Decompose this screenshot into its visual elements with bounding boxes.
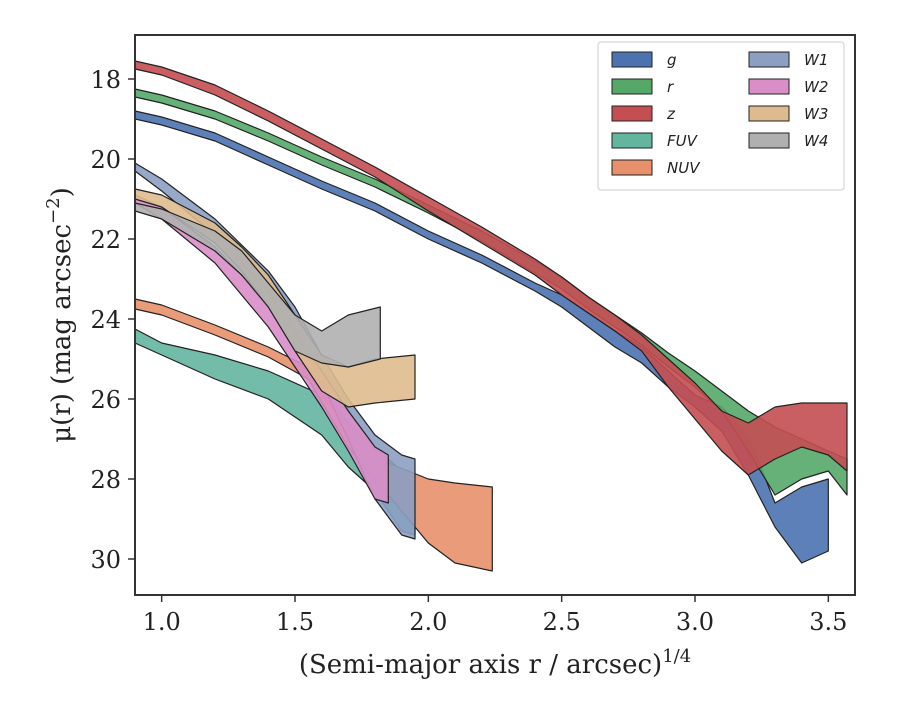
x-tick-label: 1.5 <box>276 608 314 636</box>
y-axis-label-main: μ(r) (mag arcsec <box>47 224 77 443</box>
legend-item-w3: W3 <box>748 105 828 123</box>
y-axis: 18 20 22 24 26 28 30 <box>90 66 135 574</box>
x-tick-label: 1.0 <box>143 608 181 636</box>
legend-swatch <box>611 159 653 176</box>
legend-swatch <box>748 132 790 149</box>
legend-label: g <box>667 51 677 69</box>
y-tick-label: 20 <box>90 146 121 174</box>
legend-label: W2 <box>804 78 828 96</box>
legend-label: FUV <box>667 132 699 150</box>
legend-item-g: g <box>611 51 677 69</box>
legend: grz FUV NUV W1 W2 W3 W4 <box>597 41 845 191</box>
legend-swatch <box>748 51 790 68</box>
legend-item-w2: W2 <box>748 78 828 96</box>
legend-label: W3 <box>804 105 828 123</box>
x-tick-label: 3.0 <box>676 608 714 636</box>
legend-swatch <box>611 105 653 122</box>
y-tick-label: 26 <box>90 386 121 414</box>
y-tick-label: 30 <box>90 546 121 574</box>
legend-label: NUV <box>667 159 701 177</box>
y-axis-label: μ(r) (mag arcsec−2) <box>43 187 77 443</box>
legend-item-r: r <box>611 78 674 96</box>
legend-swatch <box>611 78 653 95</box>
y-tick-label: 22 <box>90 226 121 254</box>
x-tick-label: 2.0 <box>409 608 447 636</box>
legend-swatch <box>748 78 790 95</box>
legend-item-z: z <box>611 105 676 123</box>
legend-swatch <box>611 132 653 149</box>
legend-label: r <box>667 78 674 96</box>
x-tick-label: 2.5 <box>543 608 581 636</box>
band-w4 <box>134 202 381 368</box>
legend-label: z <box>666 105 676 123</box>
y-axis-label-superscript: −2 <box>43 197 64 224</box>
legend-item-fuv: FUV <box>611 132 699 150</box>
band-g <box>134 110 829 564</box>
y-tick-label: 24 <box>90 306 121 334</box>
legend-item-nuv: NUV <box>611 159 701 177</box>
legend-item-w4: W4 <box>748 132 828 150</box>
legend-swatch <box>611 51 653 68</box>
y-tick-label: 18 <box>90 66 121 94</box>
x-tick-label: 3.5 <box>809 608 847 636</box>
y-axis-label-tail: ) <box>47 187 77 197</box>
x-axis-label-main: (Semi-major axis r / arcsec) <box>299 650 662 680</box>
band-z <box>134 60 848 476</box>
x-axis-label-superscript: 1/4 <box>662 646 691 667</box>
legend-swatch <box>748 105 790 122</box>
legend-item-w1: W1 <box>748 51 828 69</box>
x-axis-label: (Semi-major axis r / arcsec)1/4 <box>299 646 691 680</box>
legend-label: W4 <box>804 132 828 150</box>
x-axis: 1.0 1.5 2.0 2.5 3.0 3.5 <box>143 595 847 636</box>
y-tick-label: 28 <box>90 466 121 494</box>
legend-label: W1 <box>804 51 828 69</box>
profile-bands <box>134 60 848 572</box>
plot-frame <box>134 34 856 596</box>
